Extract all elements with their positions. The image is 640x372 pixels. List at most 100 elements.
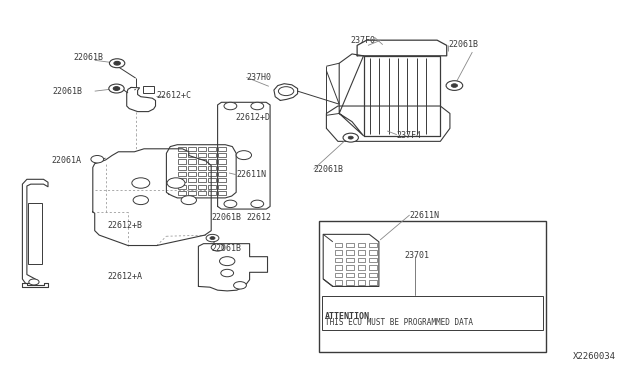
Circle shape <box>109 84 124 93</box>
Bar <box>143 86 154 93</box>
Circle shape <box>132 178 150 188</box>
Bar <box>218 166 227 170</box>
Bar <box>369 258 377 262</box>
Bar <box>358 250 365 255</box>
Bar <box>218 160 227 164</box>
Bar <box>178 166 186 170</box>
Circle shape <box>211 244 224 251</box>
Bar <box>188 191 196 195</box>
Circle shape <box>167 178 185 188</box>
Circle shape <box>343 133 358 142</box>
Bar <box>358 273 365 277</box>
Text: 22061B: 22061B <box>52 87 83 96</box>
Bar <box>198 153 206 157</box>
Bar <box>346 258 354 262</box>
Bar <box>358 258 365 262</box>
Circle shape <box>29 279 39 285</box>
Circle shape <box>251 102 264 110</box>
Bar <box>178 153 186 157</box>
Bar <box>188 166 196 170</box>
Bar <box>335 265 342 270</box>
Text: 22061B: 22061B <box>211 213 241 222</box>
Bar <box>178 172 186 176</box>
Circle shape <box>91 155 104 163</box>
Text: 22612+C: 22612+C <box>157 92 192 100</box>
Circle shape <box>181 196 196 205</box>
Bar <box>208 147 216 151</box>
Bar <box>178 191 186 195</box>
Text: 237F4: 237F4 <box>397 131 422 140</box>
Bar <box>369 280 377 285</box>
Circle shape <box>221 269 234 277</box>
Text: 22061A: 22061A <box>52 156 82 165</box>
Bar <box>335 273 342 277</box>
Circle shape <box>278 87 294 96</box>
Bar <box>208 178 216 182</box>
Bar <box>198 172 206 176</box>
Bar <box>346 250 354 255</box>
Bar <box>188 172 196 176</box>
Bar <box>178 185 186 189</box>
Bar <box>335 280 342 285</box>
Text: 22061B: 22061B <box>448 40 478 49</box>
Bar <box>218 153 227 157</box>
Bar <box>358 243 365 247</box>
Bar <box>208 185 216 189</box>
Bar <box>218 172 227 176</box>
Text: 22612+B: 22612+B <box>108 221 143 230</box>
Circle shape <box>113 87 120 90</box>
Bar <box>208 160 216 164</box>
Circle shape <box>236 151 252 160</box>
Text: 22612+A: 22612+A <box>108 272 143 280</box>
Text: X2260034: X2260034 <box>573 352 616 361</box>
Bar <box>208 172 216 176</box>
Circle shape <box>220 257 235 266</box>
Bar <box>346 273 354 277</box>
Text: ATTENTION: ATTENTION <box>325 312 370 321</box>
Bar <box>322 296 543 330</box>
Bar <box>178 147 186 151</box>
Bar <box>178 160 186 164</box>
Bar <box>346 280 354 285</box>
Bar <box>369 273 377 277</box>
Text: 22061B: 22061B <box>211 244 241 253</box>
Text: 237H0: 237H0 <box>246 73 271 82</box>
Bar <box>208 153 216 157</box>
Text: 22061B: 22061B <box>74 53 104 62</box>
Circle shape <box>224 102 237 110</box>
Bar <box>208 166 216 170</box>
Circle shape <box>446 81 463 90</box>
Bar <box>208 191 216 195</box>
Bar <box>319 221 546 352</box>
Bar <box>188 147 196 151</box>
Circle shape <box>251 200 264 208</box>
Circle shape <box>224 200 237 208</box>
Bar <box>358 280 365 285</box>
Text: 22061B: 22061B <box>314 165 344 174</box>
Bar <box>188 185 196 189</box>
Bar <box>369 250 377 255</box>
Text: THIS ECU MUST BE PROGRAMMED DATA: THIS ECU MUST BE PROGRAMMED DATA <box>325 318 473 327</box>
Text: 237F0: 237F0 <box>351 36 376 45</box>
Bar <box>218 178 227 182</box>
Circle shape <box>210 237 215 240</box>
Bar <box>358 265 365 270</box>
Bar <box>346 265 354 270</box>
Text: 22611N: 22611N <box>237 170 267 179</box>
Circle shape <box>451 84 458 87</box>
Bar <box>198 160 206 164</box>
Bar <box>218 185 227 189</box>
Bar <box>335 243 342 247</box>
Bar <box>28 203 42 264</box>
Bar <box>188 160 196 164</box>
Text: 22611N: 22611N <box>410 211 440 219</box>
Bar <box>188 153 196 157</box>
Bar <box>198 185 206 189</box>
Bar <box>198 166 206 170</box>
Bar <box>218 191 227 195</box>
Text: 22612+D: 22612+D <box>236 113 271 122</box>
Bar <box>198 191 206 195</box>
Circle shape <box>234 282 246 289</box>
Circle shape <box>348 136 353 139</box>
Bar <box>369 243 377 247</box>
